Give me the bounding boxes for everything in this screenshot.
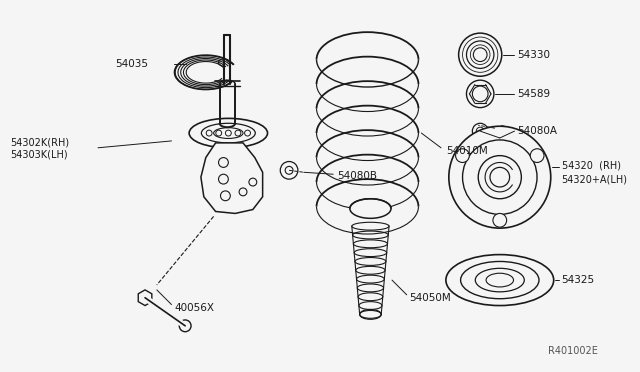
Text: R401002E: R401002E [548,346,598,356]
Circle shape [493,214,507,227]
Text: 54050M: 54050M [410,293,451,303]
Text: 54080A: 54080A [517,126,557,136]
Circle shape [472,123,488,139]
Text: 54325: 54325 [561,275,595,285]
Text: 54589: 54589 [517,89,550,99]
Text: 54320+A(LH): 54320+A(LH) [561,174,628,184]
Text: 54320  (RH): 54320 (RH) [561,160,621,170]
Ellipse shape [350,199,391,218]
Text: 54303K(LH): 54303K(LH) [10,150,67,160]
Text: 54330: 54330 [517,50,550,60]
Text: 54035: 54035 [116,60,148,70]
Circle shape [179,320,191,332]
Circle shape [456,149,469,163]
Circle shape [449,126,551,228]
Text: 54080B: 54080B [337,171,377,181]
Text: 54010M: 54010M [446,146,488,156]
Text: 54302K(RH): 54302K(RH) [10,138,69,148]
Text: 40056X: 40056X [175,302,214,312]
Circle shape [467,80,494,108]
Circle shape [459,33,502,76]
Ellipse shape [446,254,554,305]
Circle shape [531,149,544,163]
Polygon shape [201,143,262,214]
Circle shape [280,161,298,179]
Polygon shape [138,290,152,305]
